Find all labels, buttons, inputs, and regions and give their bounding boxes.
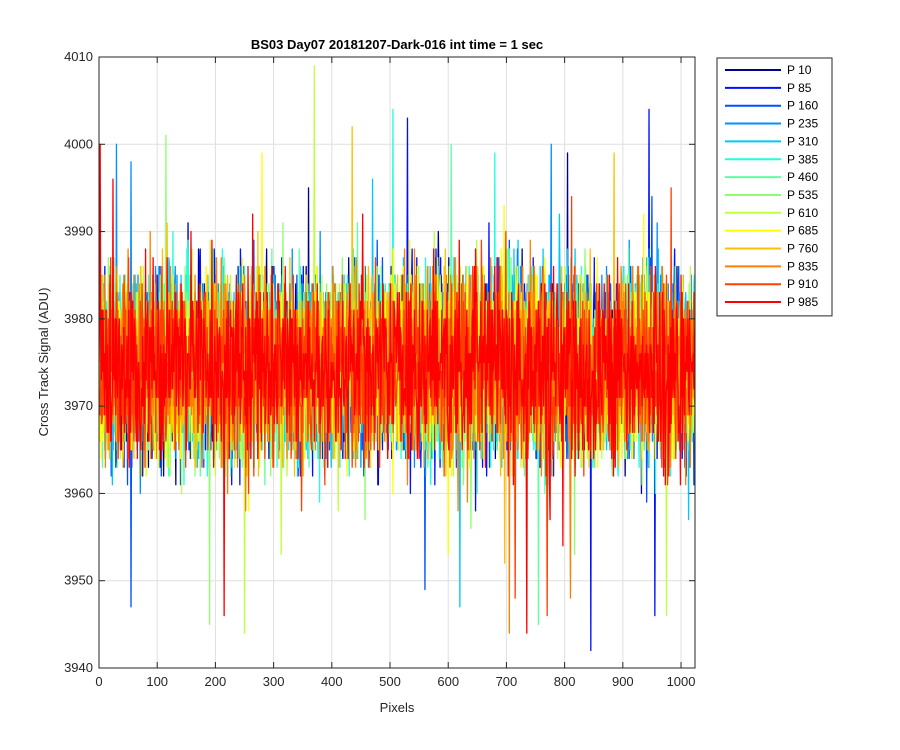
y-tick-label: 3940 — [64, 660, 93, 675]
x-tick-label: 0 — [95, 674, 102, 689]
y-tick-label: 3980 — [64, 311, 93, 326]
y-tick-label: 3970 — [64, 398, 93, 413]
x-tick-label: 800 — [554, 674, 576, 689]
y-tick-label: 4000 — [64, 136, 93, 151]
legend-label: P 985 — [787, 295, 818, 309]
y-axis-label: Cross Track Signal (ADU) — [36, 288, 51, 437]
y-tick-label: 4010 — [64, 49, 93, 64]
legend-label: P 10 — [787, 63, 812, 77]
y-tick-label: 3960 — [64, 485, 93, 500]
legend-label: P 310 — [787, 134, 818, 148]
legend-label: P 385 — [787, 152, 818, 166]
legend-box — [716, 57, 833, 317]
x-axis-label: Pixels — [380, 700, 415, 715]
legend-label: P 835 — [787, 259, 818, 273]
y-tick-label: 3990 — [64, 224, 93, 239]
x-tick-label: 200 — [205, 674, 227, 689]
x-tick-label: 500 — [379, 674, 401, 689]
legend-label: P 160 — [787, 99, 818, 113]
x-tick-label: 1000 — [667, 674, 696, 689]
legend: P 10 P 85 P 160 P 235 P 310 P 385 P 460 P 535 P … — [716, 57, 833, 317]
x-tick-label: 100 — [146, 674, 168, 689]
legend-label: P 910 — [787, 277, 818, 291]
legend-label: P 535 — [787, 188, 818, 202]
x-tick-label: 900 — [612, 674, 634, 689]
x-tick-label: 700 — [496, 674, 518, 689]
legend-label: P 85 — [787, 81, 812, 95]
series-line — [99, 143, 695, 634]
y-tick-label: 3950 — [64, 573, 93, 588]
chart-title: BS03 Day07 20181207-Dark-016 int time = … — [251, 37, 543, 52]
x-tick-label: 600 — [437, 674, 459, 689]
plot-frame — [98, 56, 696, 669]
legend-label: P 610 — [787, 206, 818, 220]
legend-label: P 235 — [787, 117, 818, 131]
axis-ticks: 0 100 200 300 400 500 600 700 800 900 1000 3940 3950… — [64, 49, 695, 689]
legend-label: P 460 — [787, 170, 818, 184]
x-tick-label: 300 — [263, 674, 285, 689]
legend-label: P 685 — [787, 224, 818, 238]
x-tick-label: 400 — [321, 674, 343, 689]
series-layer — [99, 65, 695, 652]
legend-label: P 760 — [787, 242, 818, 256]
